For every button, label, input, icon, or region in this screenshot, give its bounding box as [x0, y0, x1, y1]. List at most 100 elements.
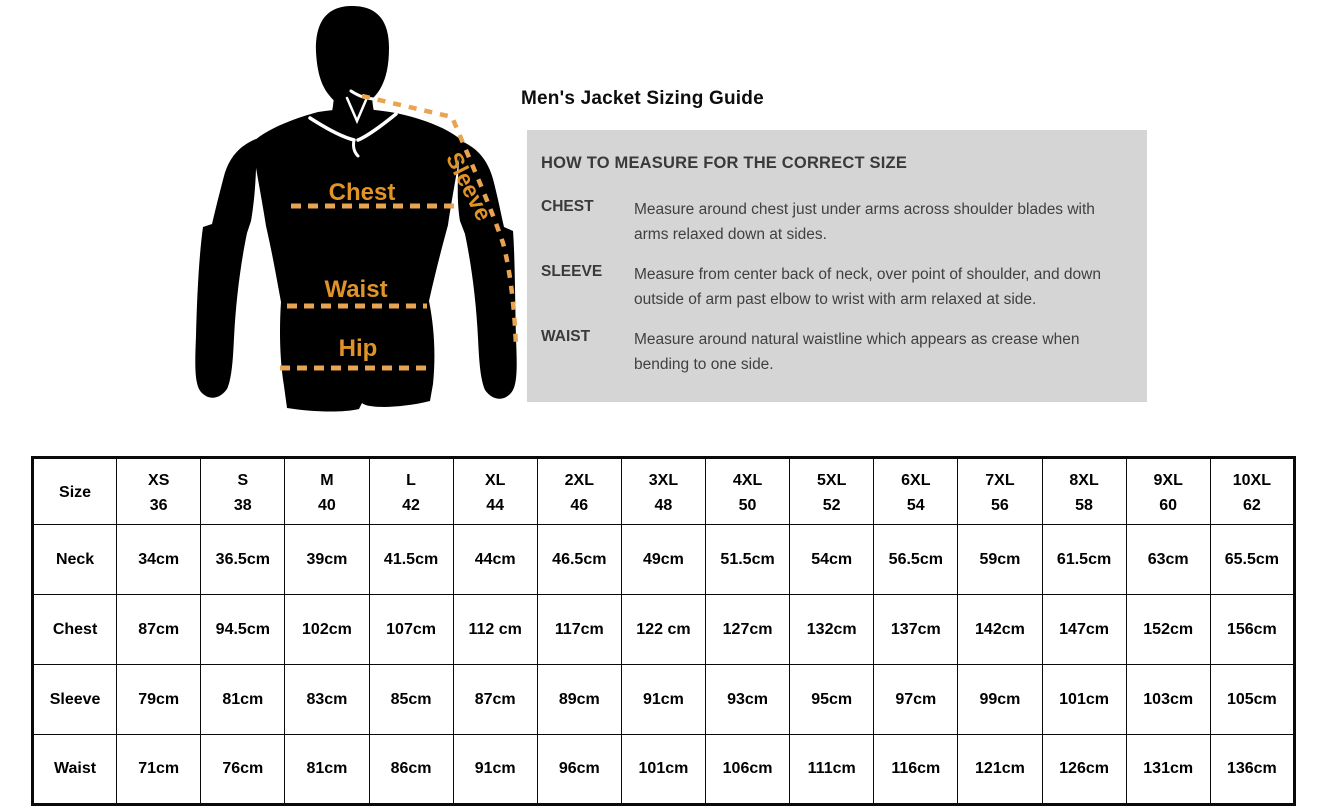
size-value-cell-text: 117cm: [554, 620, 604, 638]
size-value-cell-text: 76cm: [222, 760, 264, 777]
size-value-cell-text: 59cm: [979, 550, 1021, 568]
size-value-cell: 41.5cm: [368, 524, 454, 595]
size-value-cell-text: 54cm: [811, 550, 853, 568]
size-col-header-text: XS: [148, 471, 170, 489]
size-col-header-text: 2XL: [564, 471, 594, 489]
body-measurement-diagram: Chest Waist Hip Sleeve: [195, 6, 519, 412]
size-value-cell-text: 147cm: [1059, 620, 1109, 638]
size-col-header-text: 54: [906, 496, 925, 514]
size-value-cell: 39cm: [284, 524, 370, 595]
page-title: Men's Jacket Sizing Guide: [521, 88, 764, 109]
size-value-cell: 103cm: [1125, 664, 1211, 735]
size-col-header-text: 3XL: [648, 471, 679, 489]
size-col-header: L 42: [368, 457, 454, 525]
size-value-cell-text: 101cm: [1059, 690, 1109, 708]
size-value-cell: 36.5cm: [200, 524, 286, 595]
size-col-header-text: 48: [654, 496, 673, 514]
size-value-cell-text: 65.5cm: [1224, 550, 1279, 568]
size-col-header-text: 4XL: [732, 471, 763, 489]
size-col-header-text: L: [406, 471, 416, 489]
size-value-cell-text: 136cm: [1226, 760, 1277, 777]
size-col-header-text: 60: [1159, 496, 1178, 514]
size-value-cell: 101cm: [1041, 664, 1127, 735]
size-value-cell-text: 132cm: [806, 620, 857, 638]
body-silhouette: [315, 6, 389, 108]
sleeve-dash-line: [361, 93, 519, 349]
size-value-cell-text: 106cm: [722, 760, 773, 777]
size-value-cell: 99cm: [957, 664, 1043, 735]
size-value-cell-text: 51.5cm: [720, 550, 775, 568]
body-left-arm: [195, 139, 257, 398]
size-value-cell-text: 111cm: [807, 760, 856, 777]
size-col-header: S 38: [200, 457, 286, 525]
size-value-cell: 71cm: [116, 734, 202, 805]
size-value-cell: 121cm: [957, 734, 1043, 805]
size-col-header: 6XL 54: [873, 457, 959, 525]
size-value-cell: 81cm: [200, 664, 286, 735]
size-col-header: 4XL 50: [704, 457, 791, 525]
size-value-cell-text: 81cm: [222, 690, 264, 708]
corner-cell-text: Size: [59, 484, 92, 501]
size-value-cell-text: 83cm: [306, 690, 348, 708]
size-col-header-text: 8XL: [1069, 471, 1099, 489]
size-col-header-text: 52: [822, 496, 841, 514]
size-value-cell: 97cm: [873, 664, 959, 735]
size-value-cell: 132cm: [789, 594, 875, 665]
measure-term: WAIST: [541, 328, 591, 345]
table-row: Sleeve 79cm 81cm 83cm 85cm 87cm 89cm 91cm 93cm 95…: [31, 664, 1296, 735]
size-col-header: 10XL 62: [1209, 457, 1296, 525]
row-label-cell-text: Waist: [54, 760, 97, 777]
measure-term: SLEEVE: [541, 263, 603, 280]
collar-line-left: [308, 116, 356, 142]
size-value-cell-text: 97cm: [895, 690, 937, 708]
size-value-cell-text: 105cm: [1226, 690, 1277, 708]
size-col-header: XS 36: [116, 457, 202, 525]
size-value-cell: 142cm: [957, 594, 1043, 665]
size-value-cell-text: 122 cm: [636, 620, 691, 638]
size-value-cell-text: 96cm: [558, 760, 600, 777]
size-col-header: 2XL 46: [536, 457, 622, 525]
size-value-cell-text: 39cm: [306, 550, 348, 568]
row-label-cell-text: Chest: [52, 620, 98, 638]
size-value-cell: 87cm: [116, 594, 202, 665]
size-value-cell: 44cm: [452, 524, 538, 595]
size-table-header-row: Size XS 36 S 38 M 40 L 42 XL 44 2XL 46 3XL 48 4XL 50 5XL 5…: [31, 457, 1296, 525]
size-value-cell-text: 81cm: [306, 760, 348, 777]
size-value-cell-text: 127cm: [722, 620, 773, 638]
size-value-cell: 127cm: [704, 594, 791, 665]
row-label-cell: Waist: [31, 734, 118, 805]
size-value-cell-text: 91cm: [642, 690, 684, 708]
size-value-cell-text: 99cm: [979, 690, 1021, 708]
table-row: Neck 34cm 36.5cm 39cm 41.5cm 44cm 46.5cm 49cm 51…: [31, 524, 1296, 595]
size-value-cell: 83cm: [284, 664, 370, 735]
size-value-cell-text: 103cm: [1143, 690, 1194, 708]
size-col-header-text: S: [237, 471, 249, 489]
size-value-cell-text: 101cm: [638, 760, 689, 777]
size-value-cell-text: 49cm: [642, 550, 684, 568]
size-value-cell: 51.5cm: [704, 524, 791, 595]
size-value-cell-text: 91cm: [474, 760, 516, 777]
size-value-cell: 61.5cm: [1041, 524, 1127, 595]
collar-center-hook: [352, 138, 360, 158]
measure-item-sleeve: SLEEVE Measure from center back of neck,…: [541, 262, 1133, 312]
measure-desc: Measure around chest just under arms acr…: [634, 201, 1095, 243]
body-torso: [252, 109, 462, 412]
measure-item-chest: CHEST Measure around chest just under ar…: [541, 197, 1133, 247]
size-value-cell-text: 46.5cm: [552, 550, 607, 568]
size-value-cell: 112 cm: [452, 594, 538, 665]
size-value-cell-text: 95cm: [811, 690, 853, 708]
corner-cell: Size: [31, 457, 118, 525]
size-col-header-text: 38: [233, 496, 252, 514]
size-value-cell: 86cm: [368, 734, 454, 805]
size-value-cell-text: 79cm: [138, 690, 180, 708]
row-label-cell: Sleeve: [31, 664, 118, 735]
row-label-cell: Neck: [31, 524, 118, 595]
size-value-cell: 152cm: [1125, 594, 1211, 665]
size-value-cell-text: 142cm: [975, 620, 1025, 638]
size-value-cell: 95cm: [789, 664, 875, 735]
size-col-header-text: M: [320, 471, 334, 489]
size-value-cell-text: 86cm: [390, 760, 432, 777]
hip-label: Hip: [339, 335, 378, 362]
size-value-cell-text: 87cm: [474, 690, 516, 708]
size-value-cell: 56.5cm: [873, 524, 959, 595]
